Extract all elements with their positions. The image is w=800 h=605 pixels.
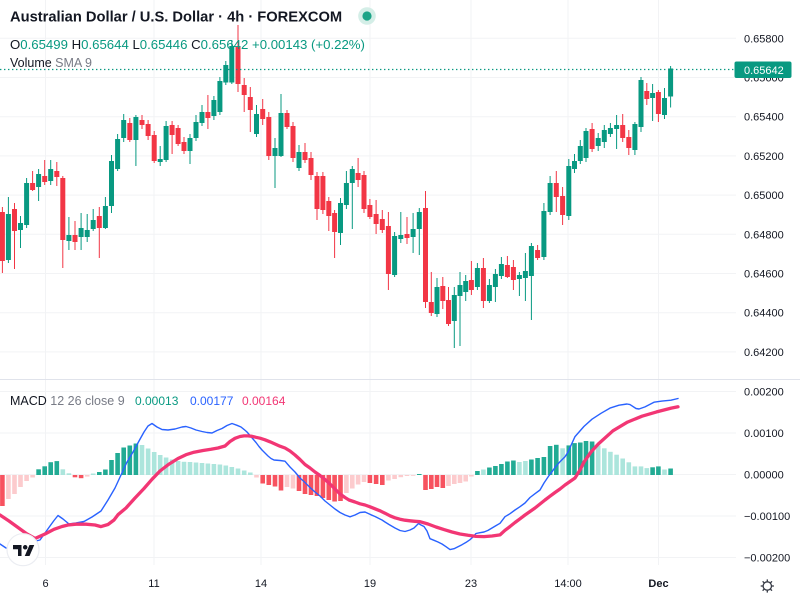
svg-text:−0.00200: −0.00200 (744, 553, 790, 565)
svg-text:0.65400: 0.65400 (744, 112, 784, 124)
svg-text:11: 11 (148, 578, 159, 590)
svg-text:MACD 12 26 close 9: MACD 12 26 close 9 (10, 394, 125, 408)
svg-text:6: 6 (42, 578, 48, 590)
svg-text:0.00200: 0.00200 (744, 387, 784, 399)
svg-text:0.00000: 0.00000 (744, 470, 784, 482)
svg-text:0.00100: 0.00100 (744, 428, 784, 440)
svg-text:−0.00100: −0.00100 (744, 511, 790, 523)
svg-text:0.00164: 0.00164 (242, 394, 286, 408)
svg-text:0.64400: 0.64400 (744, 308, 784, 320)
svg-text:0.00013: 0.00013 (135, 394, 179, 408)
svg-text:0.64200: 0.64200 (744, 347, 784, 359)
svg-text:0.65800: 0.65800 (744, 33, 784, 45)
svg-text:0.00177: 0.00177 (190, 394, 234, 408)
svg-text:0.65642: 0.65642 (744, 65, 784, 77)
svg-text:23: 23 (465, 578, 477, 590)
svg-text:19: 19 (364, 578, 376, 590)
svg-text:0.65200: 0.65200 (744, 151, 784, 163)
svg-text:14:00: 14:00 (554, 578, 582, 590)
svg-text:0.65000: 0.65000 (744, 190, 784, 202)
svg-text:0.64600: 0.64600 (744, 269, 784, 281)
svg-text:Australian Dollar / U.S. Dolla: Australian Dollar / U.S. Dollar · 4h · F… (10, 10, 342, 26)
svg-text:Volume SMA 9: Volume SMA 9 (10, 56, 92, 70)
svg-text:14: 14 (255, 578, 267, 590)
svg-text:0.64800: 0.64800 (744, 229, 784, 241)
svg-text:O0.65499 H0.65644 L0.65446 C0.: O0.65499 H0.65644 L0.65446 C0.65642 +0.0… (10, 37, 365, 52)
svg-text:Dec: Dec (648, 578, 668, 590)
